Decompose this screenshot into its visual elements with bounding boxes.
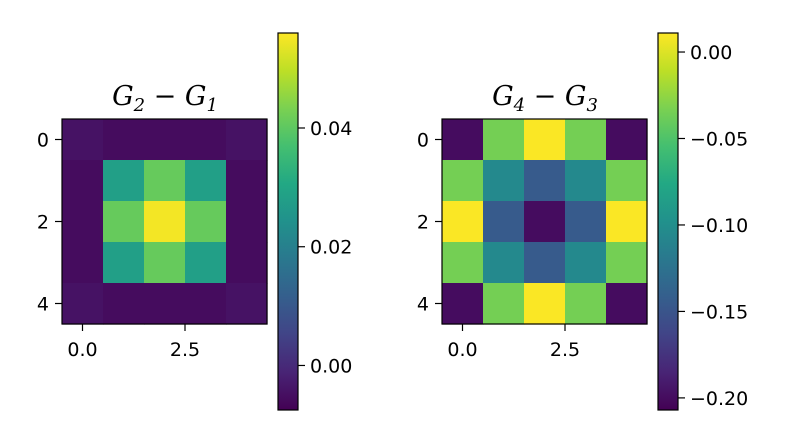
heatmap-cell (103, 119, 145, 161)
y-tick-label: 2 (37, 212, 49, 234)
heatmap-cell (144, 242, 186, 284)
heatmap-cell (226, 119, 268, 161)
heatmap-cell (606, 119, 648, 161)
colorbar-frame-1 (277, 32, 299, 411)
heatmap-cell (144, 283, 186, 325)
y-tick-label: 4 (417, 294, 429, 316)
heatmap-cell (103, 242, 145, 284)
heatmap-panel-2: G4 − G3 0.0 2.5 0 2 4 (417, 81, 648, 361)
y-tick-label: 2 (417, 212, 429, 234)
heatmap-cell (226, 242, 268, 284)
heatmap-cell (62, 242, 104, 284)
heatmap-cell (524, 160, 566, 202)
x-tick-label: 2.5 (550, 339, 580, 361)
heatmap-cell (442, 201, 484, 243)
heatmap-cell (226, 160, 268, 202)
x-tick-label: 0.0 (447, 339, 477, 361)
heatmap-cell (565, 242, 607, 284)
heatmap-cell (442, 160, 484, 202)
y-tick-label: 0 (417, 130, 429, 152)
heatmap-cell (144, 160, 186, 202)
colorbar-tick-label: −0.05 (690, 128, 748, 150)
heatmap-cell (483, 119, 525, 161)
heatmap-cell (565, 119, 607, 161)
colorbar-tick-label: −0.15 (690, 301, 748, 323)
heatmap-cell (524, 119, 566, 161)
heatmap-cell (565, 160, 607, 202)
colorbar-tick-label: 0.00 (690, 42, 732, 64)
heatmap-cell (62, 119, 104, 161)
colorbar-2: 0.00 −0.05 −0.10 −0.15 −0.20 (657, 32, 748, 411)
heatmap-cell (483, 242, 525, 284)
colorbar-tick-label: 0.02 (310, 237, 352, 259)
y-axis-1: 0 2 4 (37, 130, 62, 316)
heatmap-cell (103, 201, 145, 243)
colorbar-gradient-2 (658, 33, 678, 410)
heatmap-panel-1: G2 − G1 0.0 2.5 0 2 4 (37, 81, 268, 361)
heatmap-cell (524, 201, 566, 243)
heatmap-cell (185, 242, 227, 284)
heatmap-cell (103, 283, 145, 325)
colorbar-frame-2 (657, 32, 679, 411)
colorbar-gradient-1 (278, 33, 298, 410)
heatmap-cell (442, 283, 484, 325)
colorbar-ticks-1: 0.00 0.02 0.04 (298, 118, 352, 377)
x-tick-label: 2.5 (170, 339, 200, 361)
heatmap-cell (442, 119, 484, 161)
x-axis-1: 0.0 2.5 (67, 324, 200, 361)
colorbar-ticks-2: 0.00 −0.05 −0.10 −0.15 −0.20 (678, 42, 748, 410)
heatmap-cell (103, 160, 145, 202)
y-tick-label: 4 (37, 294, 49, 316)
heatmap-cell (62, 201, 104, 243)
heatmap-cell (226, 283, 268, 325)
heatmap-cell (606, 242, 648, 284)
y-axis-2: 0 2 4 (417, 130, 442, 316)
heatmap-cell (524, 242, 566, 284)
heatmap-cells-1 (62, 119, 268, 325)
colorbar-tick-label: 0.00 (310, 355, 352, 377)
colorbar-tick-label: −0.20 (690, 388, 748, 410)
colorbar-tick-label: 0.04 (310, 118, 352, 140)
heatmap-cell (483, 201, 525, 243)
heatmap-cell (606, 201, 648, 243)
colorbar-tick-label: −0.10 (690, 215, 748, 237)
heatmap-cell (483, 283, 525, 325)
heatmap-cell (62, 160, 104, 202)
heatmap-cell (226, 201, 268, 243)
heatmap-cell (565, 201, 607, 243)
heatmap-cell (524, 283, 566, 325)
heatmap-title-2: G4 − G3 (492, 81, 598, 116)
x-tick-label: 0.0 (67, 339, 97, 361)
heatmap-cells-2 (442, 119, 648, 325)
heatmap-cell (483, 160, 525, 202)
colorbar-1: 0.00 0.02 0.04 (277, 32, 352, 411)
heatmap-cell (144, 119, 186, 161)
heatmap-cell (442, 242, 484, 284)
heatmap-cell (565, 283, 607, 325)
heatmap-cell (185, 119, 227, 161)
y-tick-label: 0 (37, 130, 49, 152)
heatmap-cell (185, 160, 227, 202)
heatmap-cell (62, 283, 104, 325)
heatmap-cell (606, 283, 648, 325)
heatmap-title-1: G2 − G1 (112, 81, 218, 116)
heatmap-cell (185, 283, 227, 325)
x-axis-2: 0.0 2.5 (447, 324, 580, 361)
heatmap-cell (185, 201, 227, 243)
heatmap-cell (606, 160, 648, 202)
heatmap-cell (144, 201, 186, 243)
